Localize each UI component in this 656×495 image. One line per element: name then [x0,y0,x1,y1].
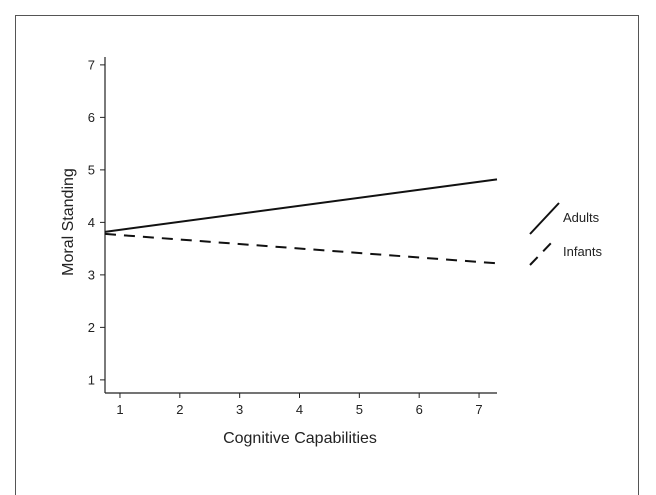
legend-label-adults: Adults [563,210,600,225]
figure-frame [15,15,639,495]
series-line-adults [104,178,498,233]
chart: 1 2 3 4 5 6 7 1 2 3 4 5 6 7 Cognitive Capabilities Mo… [60,57,603,447]
y-tick-label-7: 7 [88,57,95,72]
ticks: 1 2 3 4 5 6 7 1 2 3 4 5 6 7 [88,57,483,417]
series-lines [104,178,498,265]
legend-swatch-adults [529,202,560,235]
x-tick-label-4: 4 [296,402,303,417]
x-tick-label-7: 7 [475,402,482,417]
legend: Adults Infants [529,202,603,266]
series-line-infants [104,232,498,265]
y-tick-label-3: 3 [88,267,95,282]
x-axis-title: Cognitive Capabilities [223,430,377,447]
y-tick-label-2: 2 [88,320,95,335]
legend-swatch-infants [529,239,555,266]
y-axis-title: Moral Standing [60,168,77,276]
y-tick-label-5: 5 [88,162,95,177]
x-tick-label-2: 2 [176,402,183,417]
axes [104,57,497,394]
x-tick-label-3: 3 [236,402,243,417]
y-tick-label-1: 1 [88,372,95,387]
x-tick-label-6: 6 [416,402,423,417]
legend-label-infants: Infants [563,244,603,259]
y-tick-label-6: 6 [88,110,95,125]
x-tick-label-5: 5 [356,402,363,417]
y-tick-label-4: 4 [88,215,95,230]
x-tick-label-1: 1 [116,402,123,417]
